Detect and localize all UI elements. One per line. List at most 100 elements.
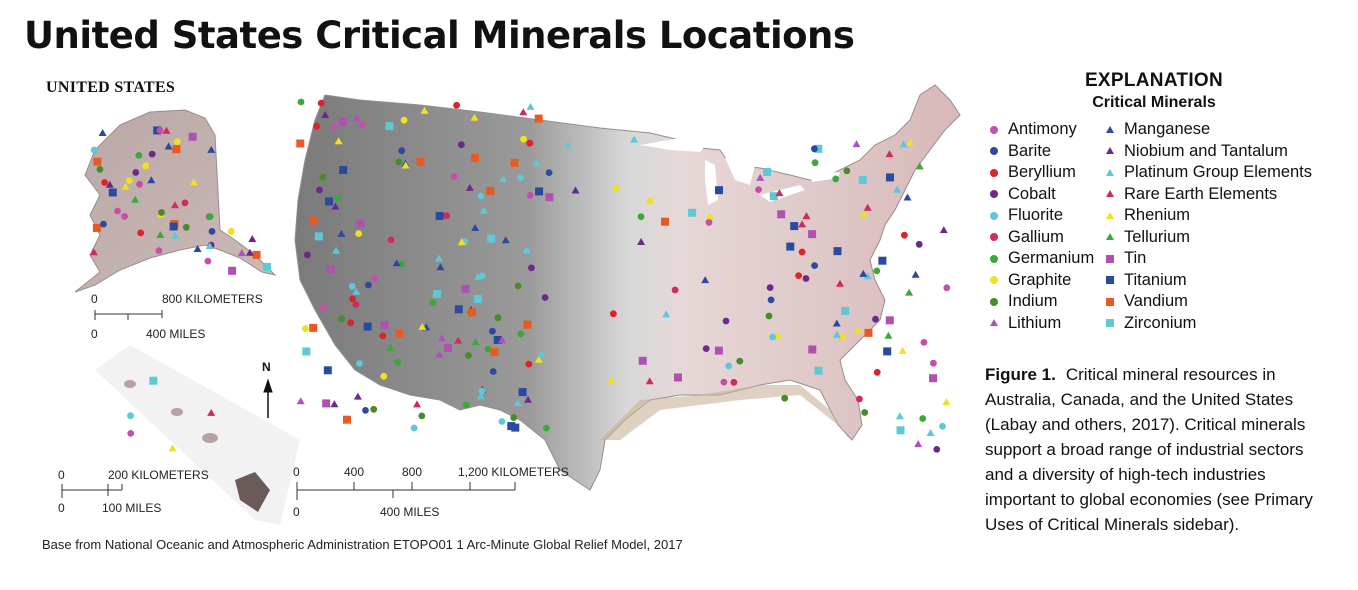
mineral-marker xyxy=(435,254,443,262)
mineral-marker xyxy=(416,157,425,166)
legend-item-label: Rare Earth Elements xyxy=(1124,184,1278,203)
mineral-marker xyxy=(248,235,257,242)
circle-symbol-icon xyxy=(990,125,998,134)
mineral-marker xyxy=(347,319,354,327)
main-scale-bar xyxy=(296,482,516,500)
mineral-marker xyxy=(413,400,421,408)
mineral-marker xyxy=(401,161,410,169)
mineral-marker xyxy=(755,186,762,194)
mineral-marker xyxy=(387,236,395,244)
mineral-marker xyxy=(499,175,508,182)
map[interactable]: UNITED STATES 0 800 KILOMETERS 0 400 MIL… xyxy=(0,0,980,590)
mineral-marker xyxy=(168,444,177,452)
mineral-marker xyxy=(510,414,518,421)
legend-item-germanium: Germanium xyxy=(987,249,1094,268)
mineral-marker xyxy=(702,345,710,352)
mineral-marker xyxy=(926,429,935,436)
mineral-marker xyxy=(170,231,179,239)
legend-item-zirconium: Zirconium xyxy=(1103,314,1196,333)
mineral-marker xyxy=(795,272,802,279)
mineral-marker xyxy=(714,346,723,355)
gulf-coast-lowland xyxy=(600,385,850,440)
square-symbol-icon xyxy=(1106,254,1114,263)
mineral-marker xyxy=(767,296,775,304)
mineral-marker xyxy=(528,264,535,272)
mineral-marker xyxy=(514,399,522,406)
mineral-marker xyxy=(98,129,107,136)
mineral-marker xyxy=(296,139,305,148)
mineral-marker xyxy=(802,212,811,220)
mineral-marker xyxy=(563,141,572,149)
mineral-marker xyxy=(843,167,851,175)
mineral-marker xyxy=(863,203,872,211)
mineral-marker xyxy=(148,150,156,158)
mineral-marker xyxy=(352,114,361,122)
mineral-marker xyxy=(518,388,527,397)
hawaii-scale-mi-zero: 0 xyxy=(58,501,65,515)
hawaii-scale-km-zero: 0 xyxy=(58,468,65,482)
legend-item-label: Antimony xyxy=(1008,120,1077,138)
mineral-marker xyxy=(457,141,465,149)
mineral-marker xyxy=(645,377,654,385)
legend-item-label: Rhenium xyxy=(1124,206,1191,224)
legend-item-platinum-group-elements: Platinum Group Elements xyxy=(1103,163,1312,182)
mineral-marker xyxy=(883,347,892,356)
mineral-marker xyxy=(465,183,474,191)
mineral-marker xyxy=(832,319,841,327)
mineral-marker xyxy=(487,234,496,243)
mineral-marker xyxy=(798,248,806,256)
mineral-marker xyxy=(313,122,320,130)
mineral-marker xyxy=(454,336,463,344)
main-scale-b0: 0 xyxy=(293,505,300,519)
legend-item-tellurium: Tellurium xyxy=(1103,228,1190,247)
mineral-marker xyxy=(490,348,499,357)
mineral-marker xyxy=(861,409,869,416)
mineral-marker xyxy=(172,145,181,154)
mineral-marker xyxy=(688,208,697,217)
mineral-marker xyxy=(471,224,480,231)
mineral-marker xyxy=(174,138,181,146)
mineral-markers xyxy=(89,98,951,453)
hawaii-island-big xyxy=(235,472,270,512)
mineral-marker xyxy=(228,266,237,275)
mineral-marker xyxy=(808,230,817,239)
mineral-marker xyxy=(436,263,445,271)
mineral-marker xyxy=(132,169,140,176)
country-label: UNITED STATES xyxy=(46,79,176,96)
mineral-marker xyxy=(725,362,733,370)
mineral-marker xyxy=(237,249,246,257)
mineral-marker xyxy=(114,207,121,215)
mineral-marker xyxy=(856,395,863,403)
mineral-marker xyxy=(121,213,128,220)
lake-ontario xyxy=(810,172,840,182)
mineral-marker xyxy=(493,336,502,344)
legend-item-label: Fluorite xyxy=(1008,206,1064,224)
mineral-marker xyxy=(316,186,323,194)
mineral-marker xyxy=(662,310,671,318)
mineral-marker xyxy=(454,305,463,314)
mineral-marker xyxy=(489,368,497,375)
mineral-marker xyxy=(811,159,819,167)
mineral-marker xyxy=(433,290,441,299)
legend-item-tin: Tin xyxy=(1103,249,1146,268)
mineral-marker xyxy=(905,288,914,296)
legend-item-label: Vandium xyxy=(1124,292,1188,310)
mineral-marker xyxy=(545,169,553,177)
mineral-marker xyxy=(769,333,777,341)
mineral-marker xyxy=(914,440,923,448)
mineral-marker xyxy=(309,216,318,225)
mineral-marker xyxy=(358,121,366,129)
legend-item-label: Germanium xyxy=(1008,249,1095,267)
mineral-marker xyxy=(484,345,492,353)
mineral-marker xyxy=(136,180,144,188)
mineral-marker xyxy=(543,424,550,432)
mineral-marker xyxy=(96,166,104,173)
circle-symbol-icon xyxy=(990,254,998,263)
legend-item-label: Tin xyxy=(1124,249,1147,267)
mineral-marker xyxy=(453,101,460,109)
mineral-marker xyxy=(252,250,261,259)
legend-item-cobalt: Cobalt xyxy=(987,185,1056,204)
mineral-marker xyxy=(322,399,331,408)
mineral-marker xyxy=(802,275,810,282)
mineral-marker xyxy=(525,360,533,368)
